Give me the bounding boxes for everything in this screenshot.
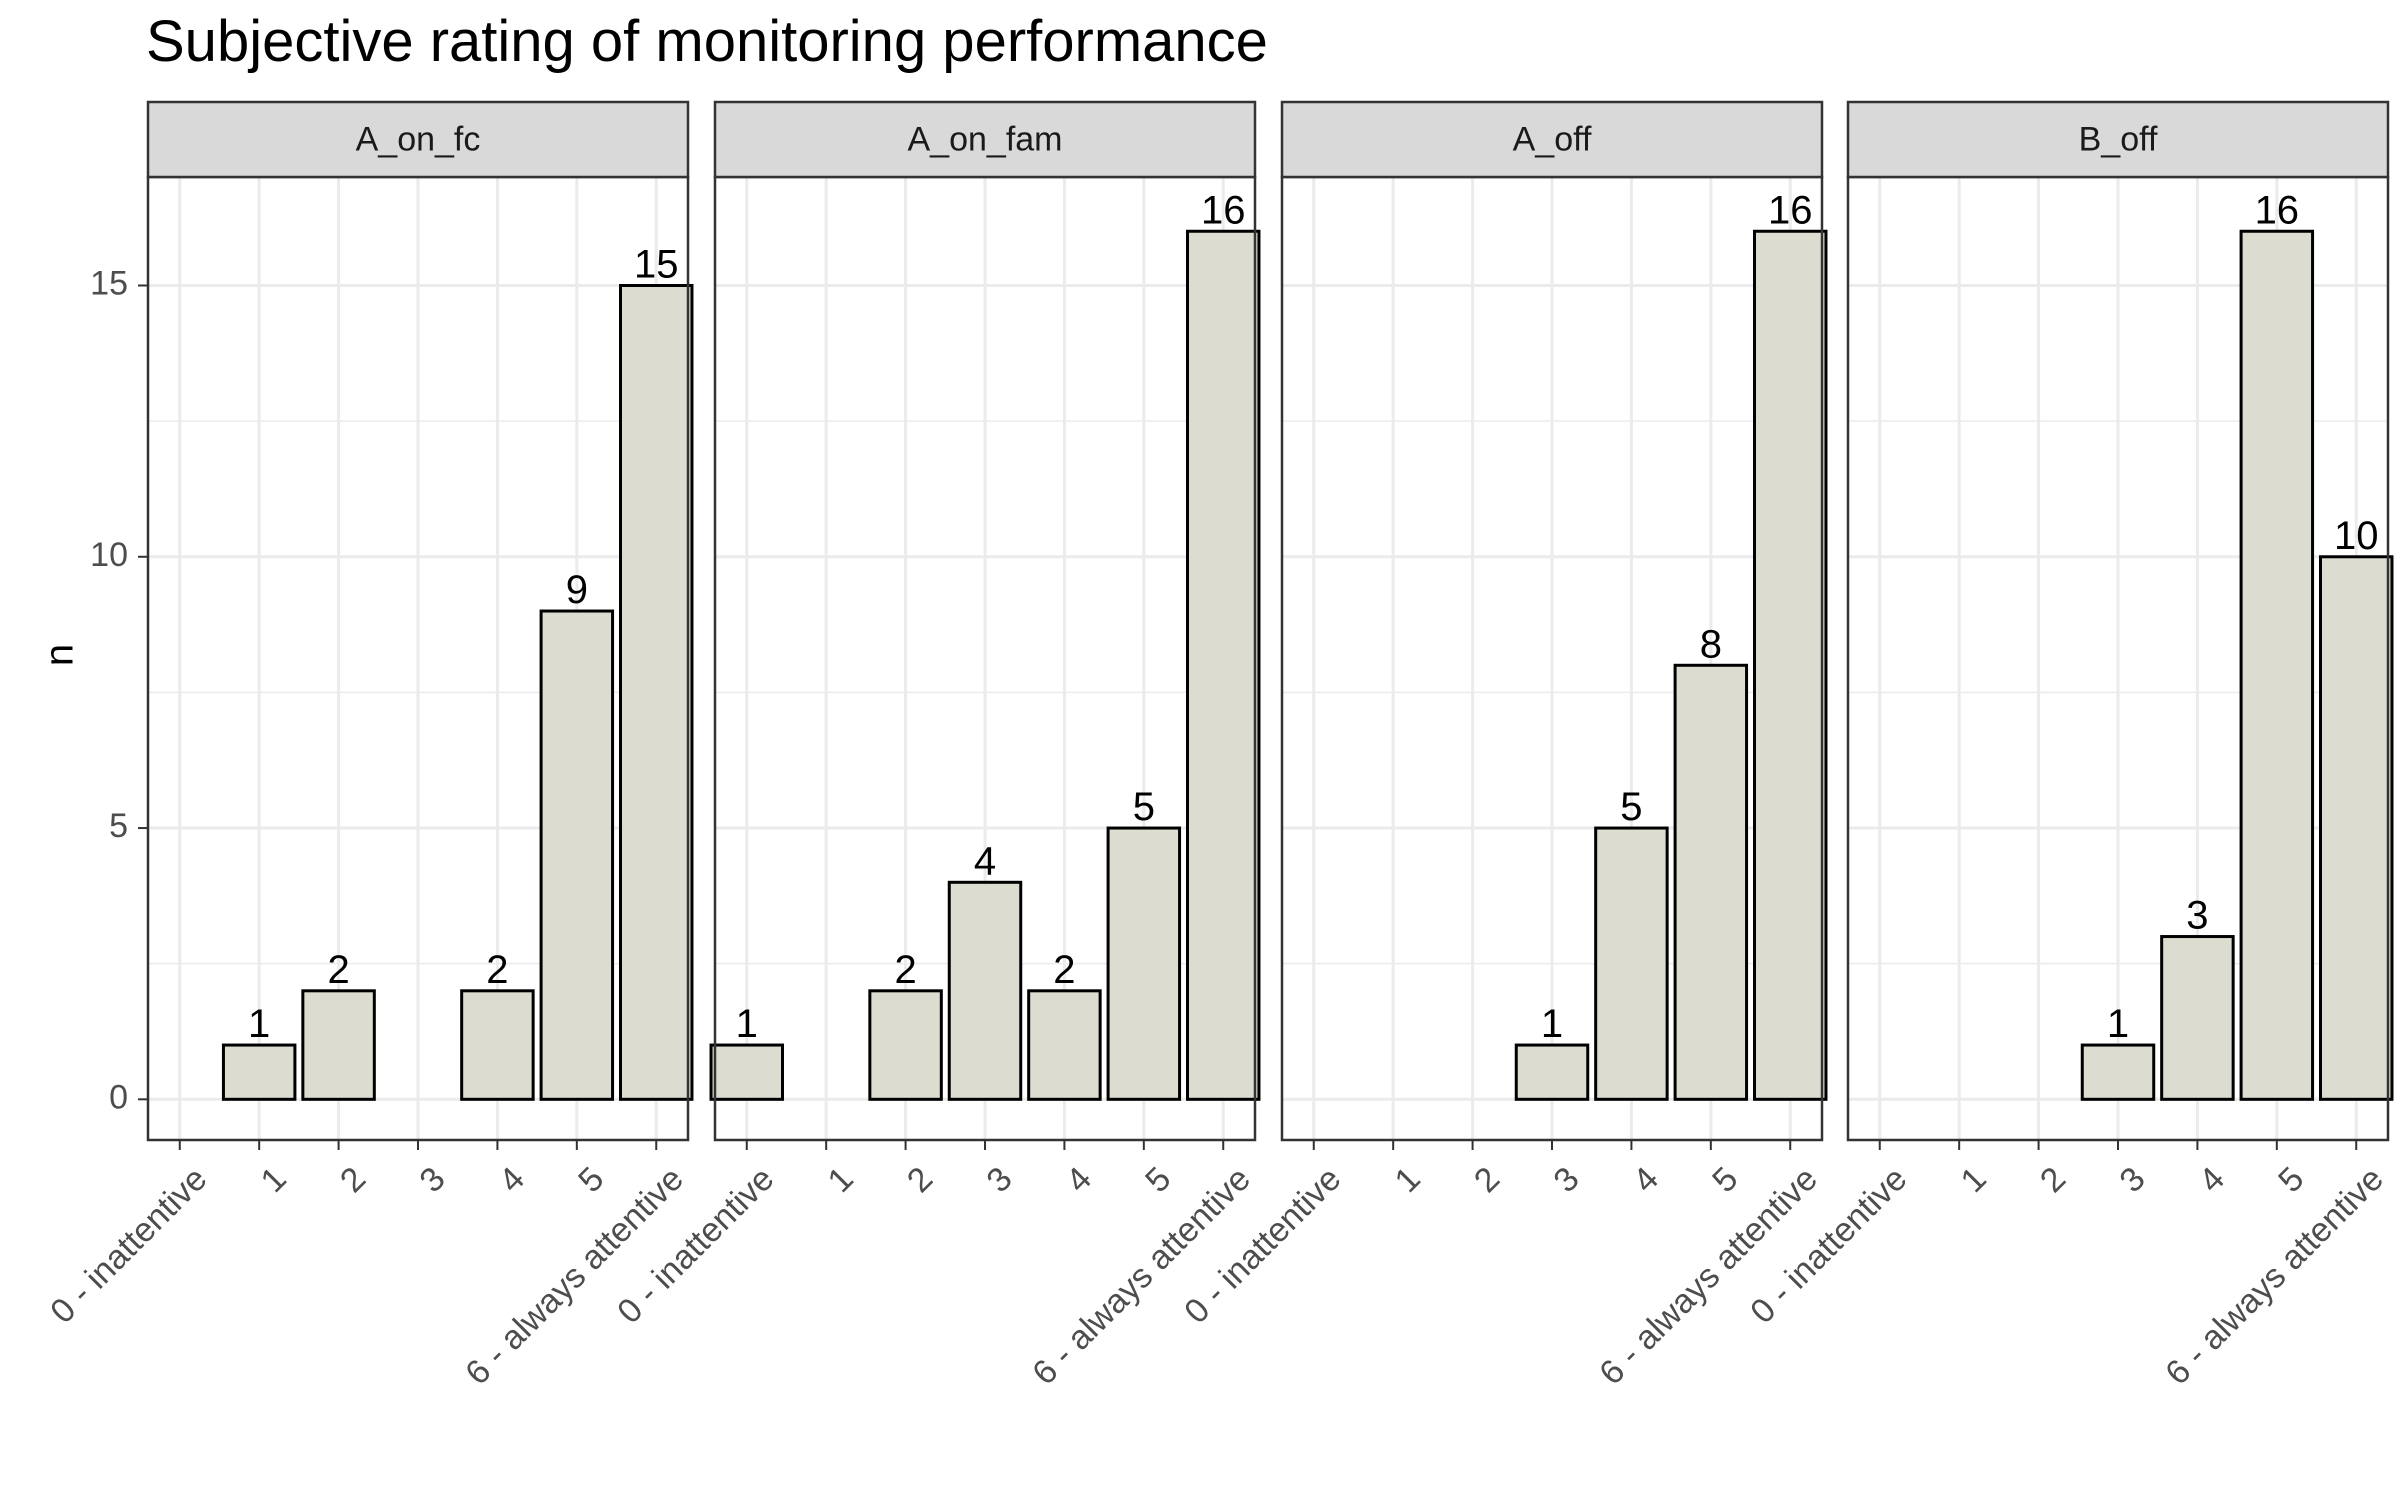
- bar: [619, 284, 694, 1101]
- bar: [539, 609, 615, 1101]
- facet-strip-label: B_off: [2079, 120, 2158, 158]
- facet-strip: [1280, 100, 1824, 179]
- facet-strip-label: A_on_fam: [908, 120, 1063, 158]
- bar-value-label: 8: [1700, 622, 1722, 666]
- x-tick-label: 4: [1059, 1160, 1099, 1200]
- bar: [709, 1043, 785, 1101]
- y-tick-label: 10: [90, 536, 128, 574]
- x-tick-label: 3: [2112, 1160, 2152, 1200]
- x-tick-label: 3: [979, 1160, 1019, 1200]
- bar-value-label: 9: [566, 568, 588, 612]
- x-tick-label: 4: [2192, 1160, 2232, 1200]
- x-tick-label: 1: [1388, 1160, 1428, 1200]
- bar-value-label: 5: [1620, 785, 1642, 829]
- facet-strip: [713, 100, 1257, 179]
- x-tick-label: 1: [254, 1160, 294, 1200]
- bar-value-label: 1: [1541, 1002, 1563, 1046]
- x-tick-label: 0 - inattentive: [610, 1160, 781, 1331]
- x-tick-label: 5: [1705, 1160, 1745, 1200]
- y-tick-label: 0: [109, 1078, 128, 1116]
- y-tick-label: 15: [90, 264, 128, 302]
- x-tick-label: 3: [1546, 1160, 1586, 1200]
- bar-value-label: 16: [1201, 188, 1246, 232]
- bar: [2319, 555, 2394, 1101]
- bar-value-label: 2: [327, 948, 349, 992]
- bar: [1186, 229, 1261, 1101]
- x-tick-label: 2: [2033, 1160, 2073, 1200]
- bar: [868, 989, 943, 1101]
- x-tick-label: 6 - always attentive: [2158, 1160, 2391, 1393]
- bar: [1514, 1043, 1590, 1101]
- x-tick-label: 0 - inattentive: [1177, 1160, 1348, 1331]
- bar-value-label: 4: [974, 839, 996, 883]
- x-tick-label: 0 - inattentive: [1743, 1160, 1914, 1331]
- bar-value-label: 10: [2334, 514, 2379, 558]
- x-tick-label: 2: [333, 1160, 373, 1200]
- facet-strip: [1846, 100, 2390, 179]
- x-tick-label: 5: [1138, 1160, 1178, 1200]
- bar: [1753, 229, 1828, 1101]
- bar-value-label: 1: [2107, 1002, 2129, 1046]
- bar: [301, 989, 376, 1101]
- x-tick-label: 2: [900, 1160, 940, 1200]
- bar-value-label: 2: [894, 948, 916, 992]
- x-tick-label: 5: [571, 1160, 611, 1200]
- bar: [2160, 935, 2235, 1101]
- chart-title: Subjective rating of monitoring performa…: [146, 9, 1268, 74]
- bar: [221, 1043, 297, 1101]
- x-tick-label: 4: [492, 1160, 532, 1200]
- y-axis-label: n: [38, 644, 82, 666]
- bar-value-label: 16: [2255, 188, 2300, 232]
- x-tick-label: 3: [412, 1160, 452, 1200]
- facet-strip-label: A_off: [1513, 120, 1592, 158]
- facet-strip-label: A_on_fc: [356, 120, 481, 158]
- bar: [2239, 229, 2315, 1101]
- bar-value-label: 5: [1133, 785, 1155, 829]
- bar-value-label: 1: [248, 1002, 270, 1046]
- x-tick-label: 1: [821, 1160, 861, 1200]
- x-tick-label: 5: [2271, 1160, 2311, 1200]
- bar-value-label: 2: [486, 948, 508, 992]
- bar-value-label: 16: [1768, 188, 1813, 232]
- bar-value-label: 3: [2186, 894, 2208, 938]
- bar-value-label: 1: [736, 1002, 758, 1046]
- x-tick-label: 1: [1954, 1160, 1994, 1200]
- bar: [2080, 1043, 2156, 1101]
- x-tick-label: 2: [1467, 1160, 1507, 1200]
- y-tick-label: 5: [109, 807, 128, 845]
- x-tick-label: 0 - inattentive: [43, 1160, 214, 1331]
- bar-value-label: 2: [1053, 948, 1075, 992]
- bar: [1594, 826, 1669, 1101]
- bar: [1027, 989, 1102, 1101]
- bar: [947, 880, 1023, 1101]
- bar-value-label: 15: [634, 243, 679, 287]
- bar: [1673, 663, 1749, 1101]
- facet-strip: [146, 100, 690, 179]
- x-tick-label: 4: [1626, 1160, 1666, 1200]
- bar: [460, 989, 535, 1101]
- bar: [1106, 826, 1182, 1101]
